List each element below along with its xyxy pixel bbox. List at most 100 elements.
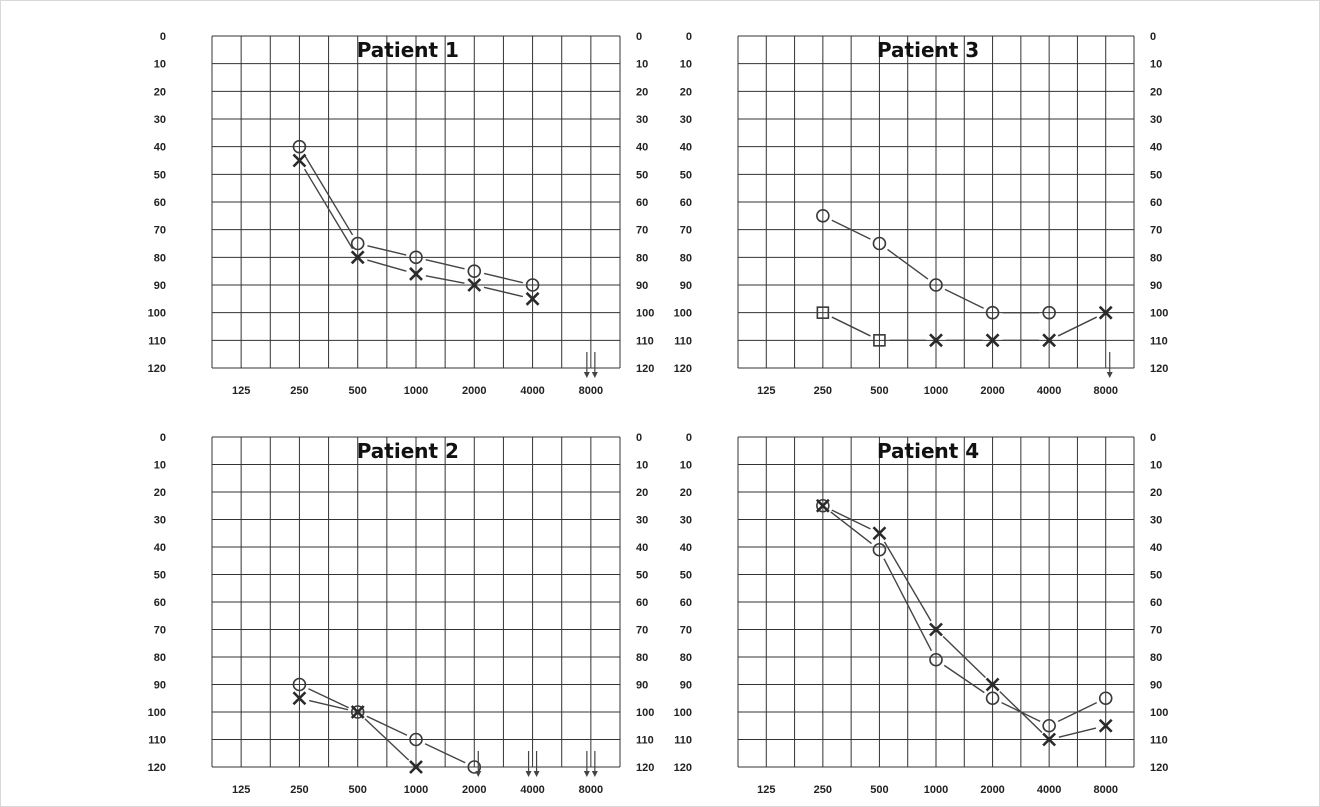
y-tick-label-left: 110: [674, 335, 692, 347]
y-tick-label-left: 70: [154, 225, 166, 237]
series-connector: [1058, 727, 1097, 738]
y-tick-label-left: 90: [154, 680, 166, 692]
y-tick-label-right: 60: [1150, 597, 1162, 609]
y-tick-label-left: 10: [154, 59, 166, 71]
y-tick-label-right: 120: [1150, 363, 1168, 375]
series-2: [816, 305, 1113, 378]
data-point-cross: [1098, 305, 1113, 320]
x-tick-label: 500: [870, 385, 888, 397]
x-tick-label: 2000: [980, 784, 1004, 796]
series-connector: [308, 688, 349, 709]
series-connector: [364, 718, 410, 761]
data-point-cross: [1098, 718, 1113, 733]
series-connector: [303, 168, 354, 250]
data-point-circle: [292, 677, 307, 692]
x-tick-label: 4000: [1037, 784, 1061, 796]
data-point-circle: [816, 209, 830, 223]
data-point-cross: [467, 278, 482, 292]
y-tick-label-left: 20: [680, 487, 692, 499]
y-tick-label-right: 90: [1150, 280, 1162, 292]
series-connector: [830, 511, 872, 545]
y-tick-label-left: 120: [148, 762, 166, 774]
y-tick-label-left: 60: [154, 197, 166, 209]
data-point-cross: [409, 760, 423, 774]
series-connector: [944, 288, 984, 309]
y-tick-label-right: 40: [1150, 542, 1162, 554]
x-tick-label: 1000: [924, 385, 948, 397]
x-tick-label: 8000: [579, 784, 603, 796]
series-1: [292, 677, 590, 777]
y-tick-label-left: 110: [148, 735, 166, 747]
y-tick-label-left: 80: [680, 252, 692, 264]
data-point-circle: [525, 278, 540, 292]
data-point-cross: [929, 333, 943, 348]
y-tick-label-right: 70: [636, 225, 648, 237]
y-tick-label-left: 60: [154, 597, 166, 609]
data-point-circle: [985, 305, 1000, 320]
x-tick-label: 125: [232, 784, 250, 796]
series-connector: [831, 219, 871, 240]
y-tick-label-left: 110: [148, 335, 166, 347]
no-response-arrowhead: [1106, 372, 1113, 378]
y-tick-label-left: 120: [148, 363, 166, 375]
y-tick-label-left: 100: [674, 707, 692, 719]
data-point-circle: [409, 732, 423, 747]
x-tick-label: 250: [814, 385, 832, 397]
y-tick-label-left: 100: [148, 308, 166, 320]
data-point-square: [816, 306, 830, 319]
y-tick-label-right: 0: [636, 31, 642, 43]
data-point-cross: [350, 250, 365, 265]
data-point-square: [873, 334, 886, 347]
x-tick-label: 125: [757, 385, 775, 397]
y-tick-label-left: 40: [680, 542, 692, 554]
series-connector: [303, 154, 354, 236]
y-tick-label-right: 10: [1150, 460, 1162, 472]
y-tick-label-right: 110: [1150, 335, 1168, 347]
x-tick-label: 8000: [1093, 385, 1117, 397]
data-point-circle: [350, 236, 365, 251]
series-connector: [367, 259, 407, 272]
y-tick-label-right: 50: [636, 570, 648, 582]
no-response-arrowhead: [583, 372, 590, 378]
y-tick-label-left: 120: [674, 762, 692, 774]
no-response-arrowhead: [533, 771, 540, 777]
y-tick-label-right: 20: [1150, 86, 1162, 98]
series-connector: [943, 664, 985, 694]
y-tick-label-right: 120: [636, 762, 654, 774]
series-connector: [425, 258, 465, 270]
y-tick-label-right: 0: [1150, 31, 1156, 43]
data-point-circle: [929, 652, 943, 667]
y-tick-label-left: 30: [680, 114, 692, 126]
y-tick-label-left: 0: [160, 31, 166, 43]
data-point-circle: [872, 542, 887, 557]
y-tick-label-left: 40: [154, 542, 166, 554]
plot-grid: [211, 436, 621, 768]
y-tick-label-right: 60: [1150, 197, 1162, 209]
y-tick-label-right: 60: [636, 597, 648, 609]
y-tick-label-right: 100: [1150, 707, 1168, 719]
x-tick-label: 2000: [462, 385, 486, 397]
y-tick-label-left: 100: [148, 707, 166, 719]
y-tick-label-left: 40: [154, 142, 166, 154]
data-point-circle: [292, 139, 307, 154]
x-tick-label: 8000: [579, 385, 603, 397]
series-connector: [424, 743, 466, 764]
y-tick-label-left: 20: [154, 86, 166, 98]
data-point-cross: [815, 498, 830, 513]
data-point-circle: [467, 264, 482, 278]
x-tick-label: 4000: [520, 784, 544, 796]
y-tick-label-right: 110: [636, 335, 654, 347]
y-tick-label-left: 50: [154, 169, 166, 181]
plot-grid: [211, 35, 621, 369]
series-connector: [942, 635, 986, 679]
y-tick-label-right: 20: [1150, 487, 1162, 499]
series-connector: [831, 316, 871, 337]
y-tick-label-left: 10: [680, 59, 692, 71]
y-tick-label-right: 80: [636, 252, 648, 264]
data-point-cross: [929, 622, 943, 637]
data-point-cross: [1042, 333, 1057, 348]
y-tick-label-left: 80: [680, 652, 692, 664]
y-tick-label-left: 90: [680, 680, 692, 692]
data-point-circle: [350, 705, 365, 719]
